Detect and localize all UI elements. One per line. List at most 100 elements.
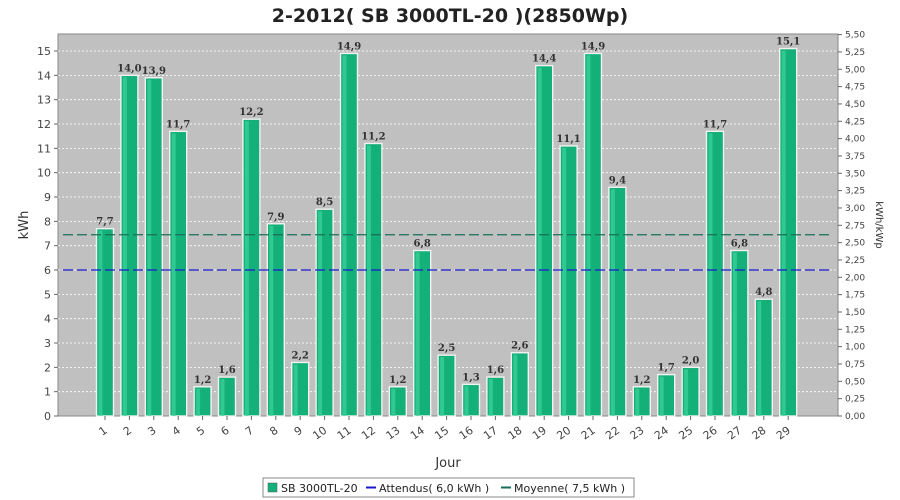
bar-highlight — [196, 388, 201, 416]
bar-value-label: 11,7 — [703, 119, 727, 130]
bar-value-label: 2,5 — [438, 343, 455, 354]
x-tick-label: 24 — [652, 424, 671, 443]
bar-value-label: 6,8 — [413, 239, 430, 250]
y-right-tick-label: 2,25 — [845, 256, 865, 266]
bar-value-label: 15,1 — [776, 37, 800, 48]
y-tick-label: 3 — [44, 337, 51, 350]
bar-highlight — [318, 211, 323, 416]
bar-highlight — [781, 50, 786, 416]
bar-highlight — [659, 376, 664, 416]
chart-title: 2-2012( SB 3000TL-20 )(2850Wp) — [272, 5, 628, 27]
x-tick-label: 1 — [97, 424, 110, 439]
bar-highlight — [147, 79, 152, 417]
y-right-tick-label: 5,25 — [845, 48, 865, 58]
bar-value-label: 1,2 — [389, 375, 406, 386]
legend-label-expected: Attendus( 6,0 kWh ) — [379, 482, 489, 495]
bar-value-label: 1,3 — [462, 372, 479, 383]
bar-value-label: 4,8 — [755, 287, 772, 298]
y-tick-label: 10 — [37, 167, 51, 180]
y-right-tick-label: 2,00 — [845, 273, 865, 283]
y-tick-label: 6 — [44, 264, 51, 277]
y-tick-label: 12 — [37, 118, 51, 131]
y-axis-right-title: kWh/kWp — [873, 201, 884, 248]
y-right-tick-label: 1,00 — [845, 343, 865, 353]
y-right-tick-label: 3,50 — [845, 169, 865, 179]
y-tick-label: 15 — [37, 45, 51, 58]
x-tick-label: 10 — [310, 424, 329, 443]
bar-highlight — [635, 388, 640, 416]
bar-value-label: 14,9 — [337, 41, 361, 52]
bar-value-label: 2,2 — [291, 350, 308, 361]
bar-highlight — [586, 55, 591, 417]
y-right-tick-label: 2,75 — [845, 221, 865, 231]
bar-highlight — [537, 67, 542, 417]
x-axis: 1 2 3 4 5 6 7 8 9 10 11 12 13 14 15 16 17 18 19 20 21 22 23 24 2… — [97, 416, 793, 442]
reference-lines — [63, 234, 833, 271]
bar-highlight — [171, 133, 176, 417]
bar-highlight — [244, 121, 249, 416]
y-right-tick-label: 3,25 — [845, 187, 865, 197]
y-tick-label: 9 — [44, 191, 51, 204]
y-tick-label: 11 — [37, 142, 51, 155]
bar-value-label: 9,4 — [609, 175, 626, 186]
bar-highlight — [342, 55, 347, 417]
x-tick-label: 18 — [506, 424, 525, 443]
bar-value-label: 11,2 — [361, 131, 385, 142]
x-tick-label: 12 — [359, 424, 378, 443]
bar-value-label: 11,7 — [166, 119, 190, 130]
bar-value-label: 2,6 — [511, 341, 528, 352]
x-tick-label: 21 — [579, 424, 598, 443]
bar-value-label: 11,1 — [556, 134, 580, 145]
bar-highlight — [391, 388, 396, 416]
bar-value-label: 1,6 — [218, 365, 235, 376]
y-right-tick-label: 2,50 — [845, 239, 865, 249]
legend: SB 3000TL-20 Attendus( 6,0 kWh ) Moyenne… — [262, 477, 635, 498]
bar-value-label: 7,7 — [96, 217, 113, 228]
y-right-tick-label: 5,50 — [845, 31, 865, 41]
legend-swatch-bars — [267, 482, 278, 493]
x-tick-label: 8 — [267, 424, 280, 439]
x-tick-label: 13 — [384, 424, 403, 443]
x-tick-label: 16 — [457, 424, 476, 443]
bar-highlight — [488, 379, 493, 416]
y-right-tick-label: 0,00 — [845, 412, 865, 422]
bar-highlight — [98, 230, 103, 416]
y-right-tick-label: 4,25 — [845, 117, 865, 127]
bar-highlight — [562, 147, 567, 416]
y-right-tick-label: 1,25 — [845, 325, 865, 335]
x-tick-label: 9 — [292, 424, 305, 439]
legend-label-bars: SB 3000TL-20 — [281, 482, 358, 495]
y-tick-label: 0 — [44, 410, 51, 423]
bar-value-label: 1,6 — [487, 365, 504, 376]
y-right-tick-label: 4,00 — [845, 135, 865, 145]
y-tick-label: 7 — [44, 240, 51, 253]
bar-value-label: 1,7 — [657, 363, 674, 374]
legend-box — [262, 477, 635, 498]
bar-value-label: 1,2 — [633, 375, 650, 386]
bar-highlight — [220, 379, 225, 416]
bar-value-label: 14,0 — [117, 63, 141, 74]
y-right-tick-label: 5,00 — [845, 65, 865, 75]
bar-value-label: 2,0 — [682, 355, 699, 366]
y-right-tick-label: 1,50 — [845, 308, 865, 318]
y-tick-label: 5 — [44, 288, 51, 301]
x-tick-label: 3 — [145, 424, 158, 439]
x-tick-label: 11 — [335, 424, 354, 443]
bar-value-label: 7,9 — [267, 212, 284, 223]
bar-highlight — [684, 369, 689, 416]
y-right-tick-label: 0,75 — [845, 360, 865, 370]
bar-highlight — [732, 252, 737, 416]
y-tick-label: 1 — [44, 386, 51, 399]
bar-highlight — [464, 386, 469, 416]
y-axis-title: kWh — [17, 211, 32, 240]
x-tick-label: 25 — [676, 424, 695, 443]
bar-highlight — [122, 77, 127, 416]
y-right-tick-label: 1,75 — [845, 291, 865, 301]
bar-labels: 7,7 14,0 13,9 11,7 1,2 1,6 12,2 7,9 2,2 8,5 14,9 11… — [96, 37, 800, 386]
x-tick-label: 2 — [121, 424, 134, 439]
x-tick-label: 19 — [530, 424, 549, 443]
y-tick-label: 13 — [37, 94, 51, 107]
x-tick-label: 15 — [432, 424, 451, 443]
legend-label-average: Moyenne( 7,5 kWh ) — [514, 482, 625, 495]
